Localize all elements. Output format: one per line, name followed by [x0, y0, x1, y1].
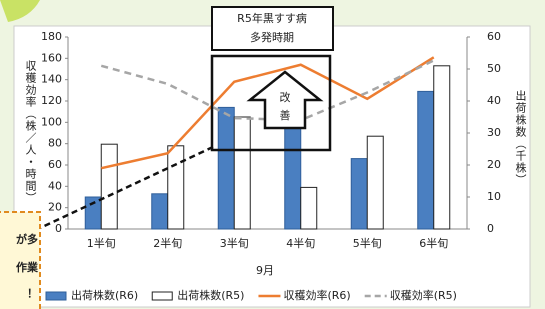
period-text: 多発時期 — [250, 30, 294, 44]
legend-swatch — [152, 292, 172, 300]
y2-tick-label: 60 — [487, 30, 501, 43]
bar — [152, 194, 168, 229]
legend-label: 出荷株数(R5) — [177, 288, 244, 302]
x-tick-label: 4半旬 — [286, 236, 315, 250]
bar — [218, 107, 234, 229]
y-tick-label: 20 — [48, 201, 62, 214]
y-tick-label: 80 — [48, 137, 62, 150]
legend-label: 収穫効率(R5) — [390, 288, 457, 302]
x-tick-label: 2半旬 — [153, 236, 182, 250]
bar — [101, 144, 117, 229]
period-text: R5年黒すす病 — [237, 11, 307, 25]
y-tick-label: 120 — [41, 94, 62, 107]
y2-axis-title: 出荷株数（千株） — [514, 89, 527, 186]
legend-swatch — [46, 292, 66, 300]
y-tick-label: 180 — [41, 30, 62, 43]
bar — [351, 159, 367, 229]
bar — [168, 146, 184, 229]
y2-tick-label: 0 — [487, 222, 494, 235]
bar — [418, 91, 434, 229]
legend-label: 出荷株数(R6) — [71, 288, 138, 302]
bar — [285, 127, 301, 229]
y-tick-label: 60 — [48, 158, 62, 171]
y2-tick-label: 50 — [487, 62, 501, 75]
x-tick-label: 5半旬 — [353, 236, 382, 250]
bar — [434, 66, 450, 229]
callout-text: 作業 — [16, 260, 39, 274]
y2-tick-label: 10 — [487, 190, 501, 203]
chart: 9月 収穫効率（株／人・時間） 出荷株数（千株） 020406080100120… — [0, 0, 545, 309]
legend-label: 収穫効率(R6) — [283, 288, 350, 302]
x-tick-label: 1半旬 — [87, 236, 116, 250]
callout-text: が多 — [16, 232, 38, 246]
y2-tick-label: 30 — [487, 126, 501, 139]
bar — [301, 187, 317, 229]
arrow-text: 善 — [280, 108, 291, 122]
y-axis-title: 収穫効率（株／人・時間） — [24, 60, 37, 204]
x-tick-label: 3半旬 — [220, 236, 249, 250]
y-tick-label: 40 — [48, 179, 62, 192]
arrow-text: 改 — [280, 90, 291, 104]
x-axis-title: 9月 — [256, 264, 274, 277]
y2-tick-label: 40 — [487, 94, 501, 107]
y-tick-label: 140 — [41, 73, 62, 86]
y-tick-label: 100 — [41, 115, 62, 128]
callout-text: ！ — [27, 287, 38, 300]
x-tick-label: 6半旬 — [419, 236, 448, 250]
y-tick-label: 160 — [41, 51, 62, 64]
leaf-decoration — [0, 0, 40, 22]
y-tick-label: 0 — [55, 222, 62, 235]
bar — [234, 117, 250, 229]
y2-tick-label: 20 — [487, 158, 501, 171]
bar — [367, 136, 383, 229]
